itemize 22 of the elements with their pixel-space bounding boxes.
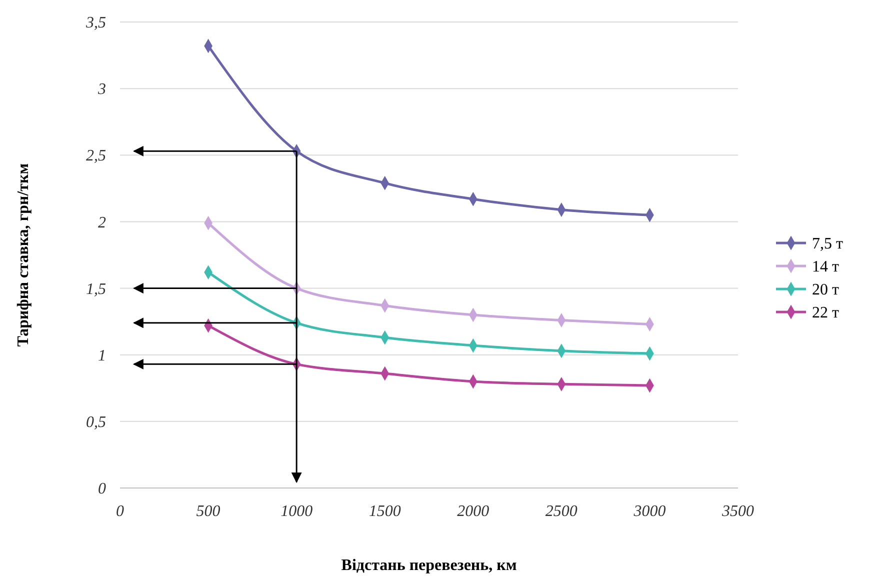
y-tick-label: 3,5	[85, 14, 106, 32]
y-tick-label: 2	[98, 214, 106, 232]
y-tick-label: 2,5	[86, 148, 106, 165]
y-tick-label: 1,5	[86, 280, 106, 298]
y-tick-label: 0,5	[86, 414, 106, 432]
x-tick-label: 500	[196, 503, 220, 520]
x-tick-label: 3000	[632, 503, 666, 520]
x-tick-label: 3500	[721, 503, 754, 520]
x-tick-label: 2500	[545, 503, 578, 520]
y-tick-label: 3	[97, 81, 106, 98]
x-tick-label: 1000	[280, 503, 313, 520]
x-tick-label: 0	[116, 503, 124, 520]
y-tick-label: 0	[98, 480, 106, 498]
legend-label: 14 т	[812, 258, 839, 276]
y-tick-label: 1	[98, 347, 106, 364]
legend-label: 22 т	[812, 304, 839, 322]
x-tick-label: 1500	[368, 503, 401, 520]
legend-label: 7,5 т	[812, 236, 843, 253]
legend-label: 20 т	[812, 282, 839, 299]
x-axis-title: Відстань перевезень, км	[341, 557, 517, 574]
x-tick-label: 2000	[457, 503, 490, 520]
y-axis-title: Тарифна ставка, грн/ткм	[15, 163, 32, 347]
